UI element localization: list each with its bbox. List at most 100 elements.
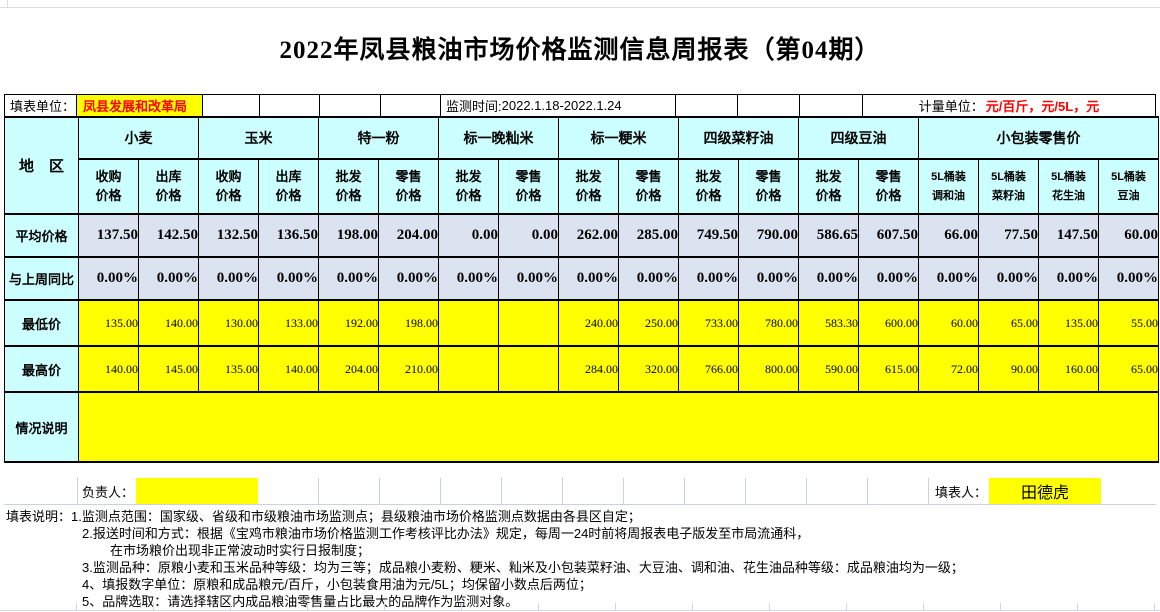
lowest-price-cell[interactable]: 140.00 <box>138 299 199 347</box>
lowest-price-cell[interactable]: 130.00 <box>198 299 259 347</box>
average-price-cell[interactable]: 790.00 <box>738 213 799 258</box>
week-over-week-cell[interactable]: 0.00% <box>918 256 979 301</box>
highest-price-cell[interactable]: 284.00 <box>558 345 619 393</box>
average-price-cell[interactable]: 262.00 <box>558 213 619 258</box>
lowest-price-cell[interactable]: 780.00 <box>738 299 799 347</box>
empty-cell[interactable] <box>203 95 260 116</box>
form-unit-label: 填表单位： <box>5 95 77 116</box>
product-group-header: 小包装零售价 <box>918 116 1159 160</box>
highest-price-cell[interactable]: 145.00 <box>138 345 199 393</box>
price-monitor-table: 地 区小麦 玉米 特一粉 标一晚籼米 标一粳米 四级菜籽油 四级豆油 小包装零售价 收购 价格出… <box>4 116 1159 463</box>
week-over-week-cell[interactable]: 0.00% <box>858 256 919 301</box>
lowest-price-cell[interactable]: 60.00 <box>918 299 979 347</box>
price-type-header: 批发 价格 <box>438 158 499 215</box>
week-over-week-cell[interactable]: 0.00% <box>1098 256 1159 301</box>
monitor-time-label: 监测时间: <box>446 99 502 114</box>
empty-cell[interactable] <box>676 95 738 116</box>
lowest-price-cell[interactable] <box>498 299 559 347</box>
average-price-cell[interactable]: 0.00 <box>438 213 499 258</box>
responsible-person-value-cell[interactable] <box>136 478 258 504</box>
week-over-week-cell[interactable]: 0.00% <box>498 256 559 301</box>
average-price-cell[interactable]: 147.50 <box>1038 213 1099 258</box>
week-over-week-cell[interactable]: 0.00% <box>258 256 319 301</box>
empty-cell[interactable] <box>800 95 863 116</box>
week-over-week-cell[interactable]: 0.00% <box>78 256 139 301</box>
highest-price-cell[interactable]: 90.00 <box>978 345 1039 393</box>
average-price-cell[interactable]: 142.50 <box>138 213 199 258</box>
row-label-lowest-price: 最低价 <box>4 299 79 347</box>
lowest-price-cell[interactable]: 600.00 <box>858 299 919 347</box>
average-price-cell[interactable]: 586.65 <box>798 213 859 258</box>
gridline-horizontal <box>0 610 1160 611</box>
week-over-week-cell[interactable]: 0.00% <box>738 256 799 301</box>
highest-price-cell[interactable]: 135.00 <box>198 345 259 393</box>
highest-price-cell[interactable]: 65.00 <box>1098 345 1159 393</box>
product-group-header: 标一晚籼米 <box>438 116 559 160</box>
average-price-cell[interactable]: 60.00 <box>1098 213 1159 258</box>
lowest-price-cell[interactable]: 583.30 <box>798 299 859 347</box>
average-price-cell[interactable]: 136.50 <box>258 213 319 258</box>
highest-price-cell[interactable]: 766.00 <box>678 345 739 393</box>
week-over-week-cell[interactable]: 0.00% <box>378 256 439 301</box>
week-over-week-cell[interactable]: 0.00% <box>198 256 259 301</box>
price-type-header: 5L桶装 调和油 <box>918 158 979 215</box>
average-price-cell[interactable]: 137.50 <box>78 213 139 258</box>
week-over-week-cell[interactable]: 0.00% <box>798 256 859 301</box>
highest-price-cell[interactable]: 320.00 <box>618 345 679 393</box>
empty-cell[interactable] <box>320 95 381 116</box>
highest-price-cell[interactable]: 590.00 <box>798 345 859 393</box>
empty-cell[interactable] <box>381 95 441 116</box>
empty-cell <box>685 478 746 504</box>
lowest-price-cell[interactable]: 192.00 <box>318 299 379 347</box>
average-price-cell[interactable]: 607.50 <box>858 213 919 258</box>
empty-cell <box>868 478 929 504</box>
highest-price-cell[interactable]: 615.00 <box>858 345 919 393</box>
lowest-price-cell[interactable]: 133.00 <box>258 299 319 347</box>
average-price-cell[interactable]: 285.00 <box>618 213 679 258</box>
situation-note-cell[interactable] <box>78 391 1159 463</box>
footnote-line: 3.监测品种：原粮小麦和玉米品种等级：均为三等；成品粮小麦粉、粳米、籼米及小包装… <box>82 560 964 575</box>
average-price-cell[interactable]: 749.50 <box>678 213 739 258</box>
highest-price-cell[interactable] <box>498 345 559 393</box>
form-unit-value-cell[interactable]: 凤县发展和改革局 <box>77 95 203 116</box>
highest-price-cell[interactable] <box>438 345 499 393</box>
lowest-price-cell[interactable]: 65.00 <box>978 299 1039 347</box>
average-price-cell[interactable]: 132.50 <box>198 213 259 258</box>
lowest-price-cell[interactable]: 135.00 <box>78 299 139 347</box>
average-price-cell[interactable]: 77.50 <box>978 213 1039 258</box>
highest-price-cell[interactable]: 140.00 <box>258 345 319 393</box>
empty-cell[interactable] <box>260 95 320 116</box>
week-over-week-cell[interactable]: 0.00% <box>678 256 739 301</box>
average-price-cell[interactable]: 0.00 <box>498 213 559 258</box>
highest-price-cell[interactable]: 140.00 <box>78 345 139 393</box>
highest-price-cell[interactable]: 210.00 <box>378 345 439 393</box>
lowest-price-cell[interactable] <box>438 299 499 347</box>
empty-cell <box>380 478 441 504</box>
product-group-header: 四级豆油 <box>798 116 919 160</box>
highest-price-cell[interactable]: 160.00 <box>1038 345 1099 393</box>
week-over-week-cell[interactable]: 0.00% <box>318 256 379 301</box>
highest-price-cell[interactable]: 204.00 <box>318 345 379 393</box>
week-over-week-cell[interactable]: 0.00% <box>138 256 199 301</box>
highest-price-cell[interactable]: 800.00 <box>738 345 799 393</box>
average-price-cell[interactable]: 198.00 <box>318 213 379 258</box>
lowest-price-cell[interactable]: 55.00 <box>1098 299 1159 347</box>
price-type-header: 5L桶装 豆油 <box>1098 158 1159 215</box>
average-price-cell[interactable]: 66.00 <box>918 213 979 258</box>
average-price-cell[interactable]: 204.00 <box>378 213 439 258</box>
week-over-week-cell[interactable]: 0.00% <box>438 256 499 301</box>
week-over-week-cell[interactable]: 0.00% <box>558 256 619 301</box>
product-group-header: 标一粳米 <box>558 116 679 160</box>
page-title: 2022年凤县粮油市场价格监测信息周报表（第04期） <box>279 37 881 64</box>
lowest-price-cell[interactable]: 198.00 <box>378 299 439 347</box>
lowest-price-cell[interactable]: 250.00 <box>618 299 679 347</box>
form-filler-value-cell[interactable]: 田德虎 <box>989 478 1101 504</box>
week-over-week-cell[interactable]: 0.00% <box>1038 256 1099 301</box>
lowest-price-cell[interactable]: 733.00 <box>678 299 739 347</box>
lowest-price-cell[interactable]: 135.00 <box>1038 299 1099 347</box>
week-over-week-cell[interactable]: 0.00% <box>618 256 679 301</box>
highest-price-cell[interactable]: 72.00 <box>918 345 979 393</box>
lowest-price-cell[interactable]: 240.00 <box>558 299 619 347</box>
empty-cell[interactable] <box>738 95 800 116</box>
week-over-week-cell[interactable]: 0.00% <box>978 256 1039 301</box>
